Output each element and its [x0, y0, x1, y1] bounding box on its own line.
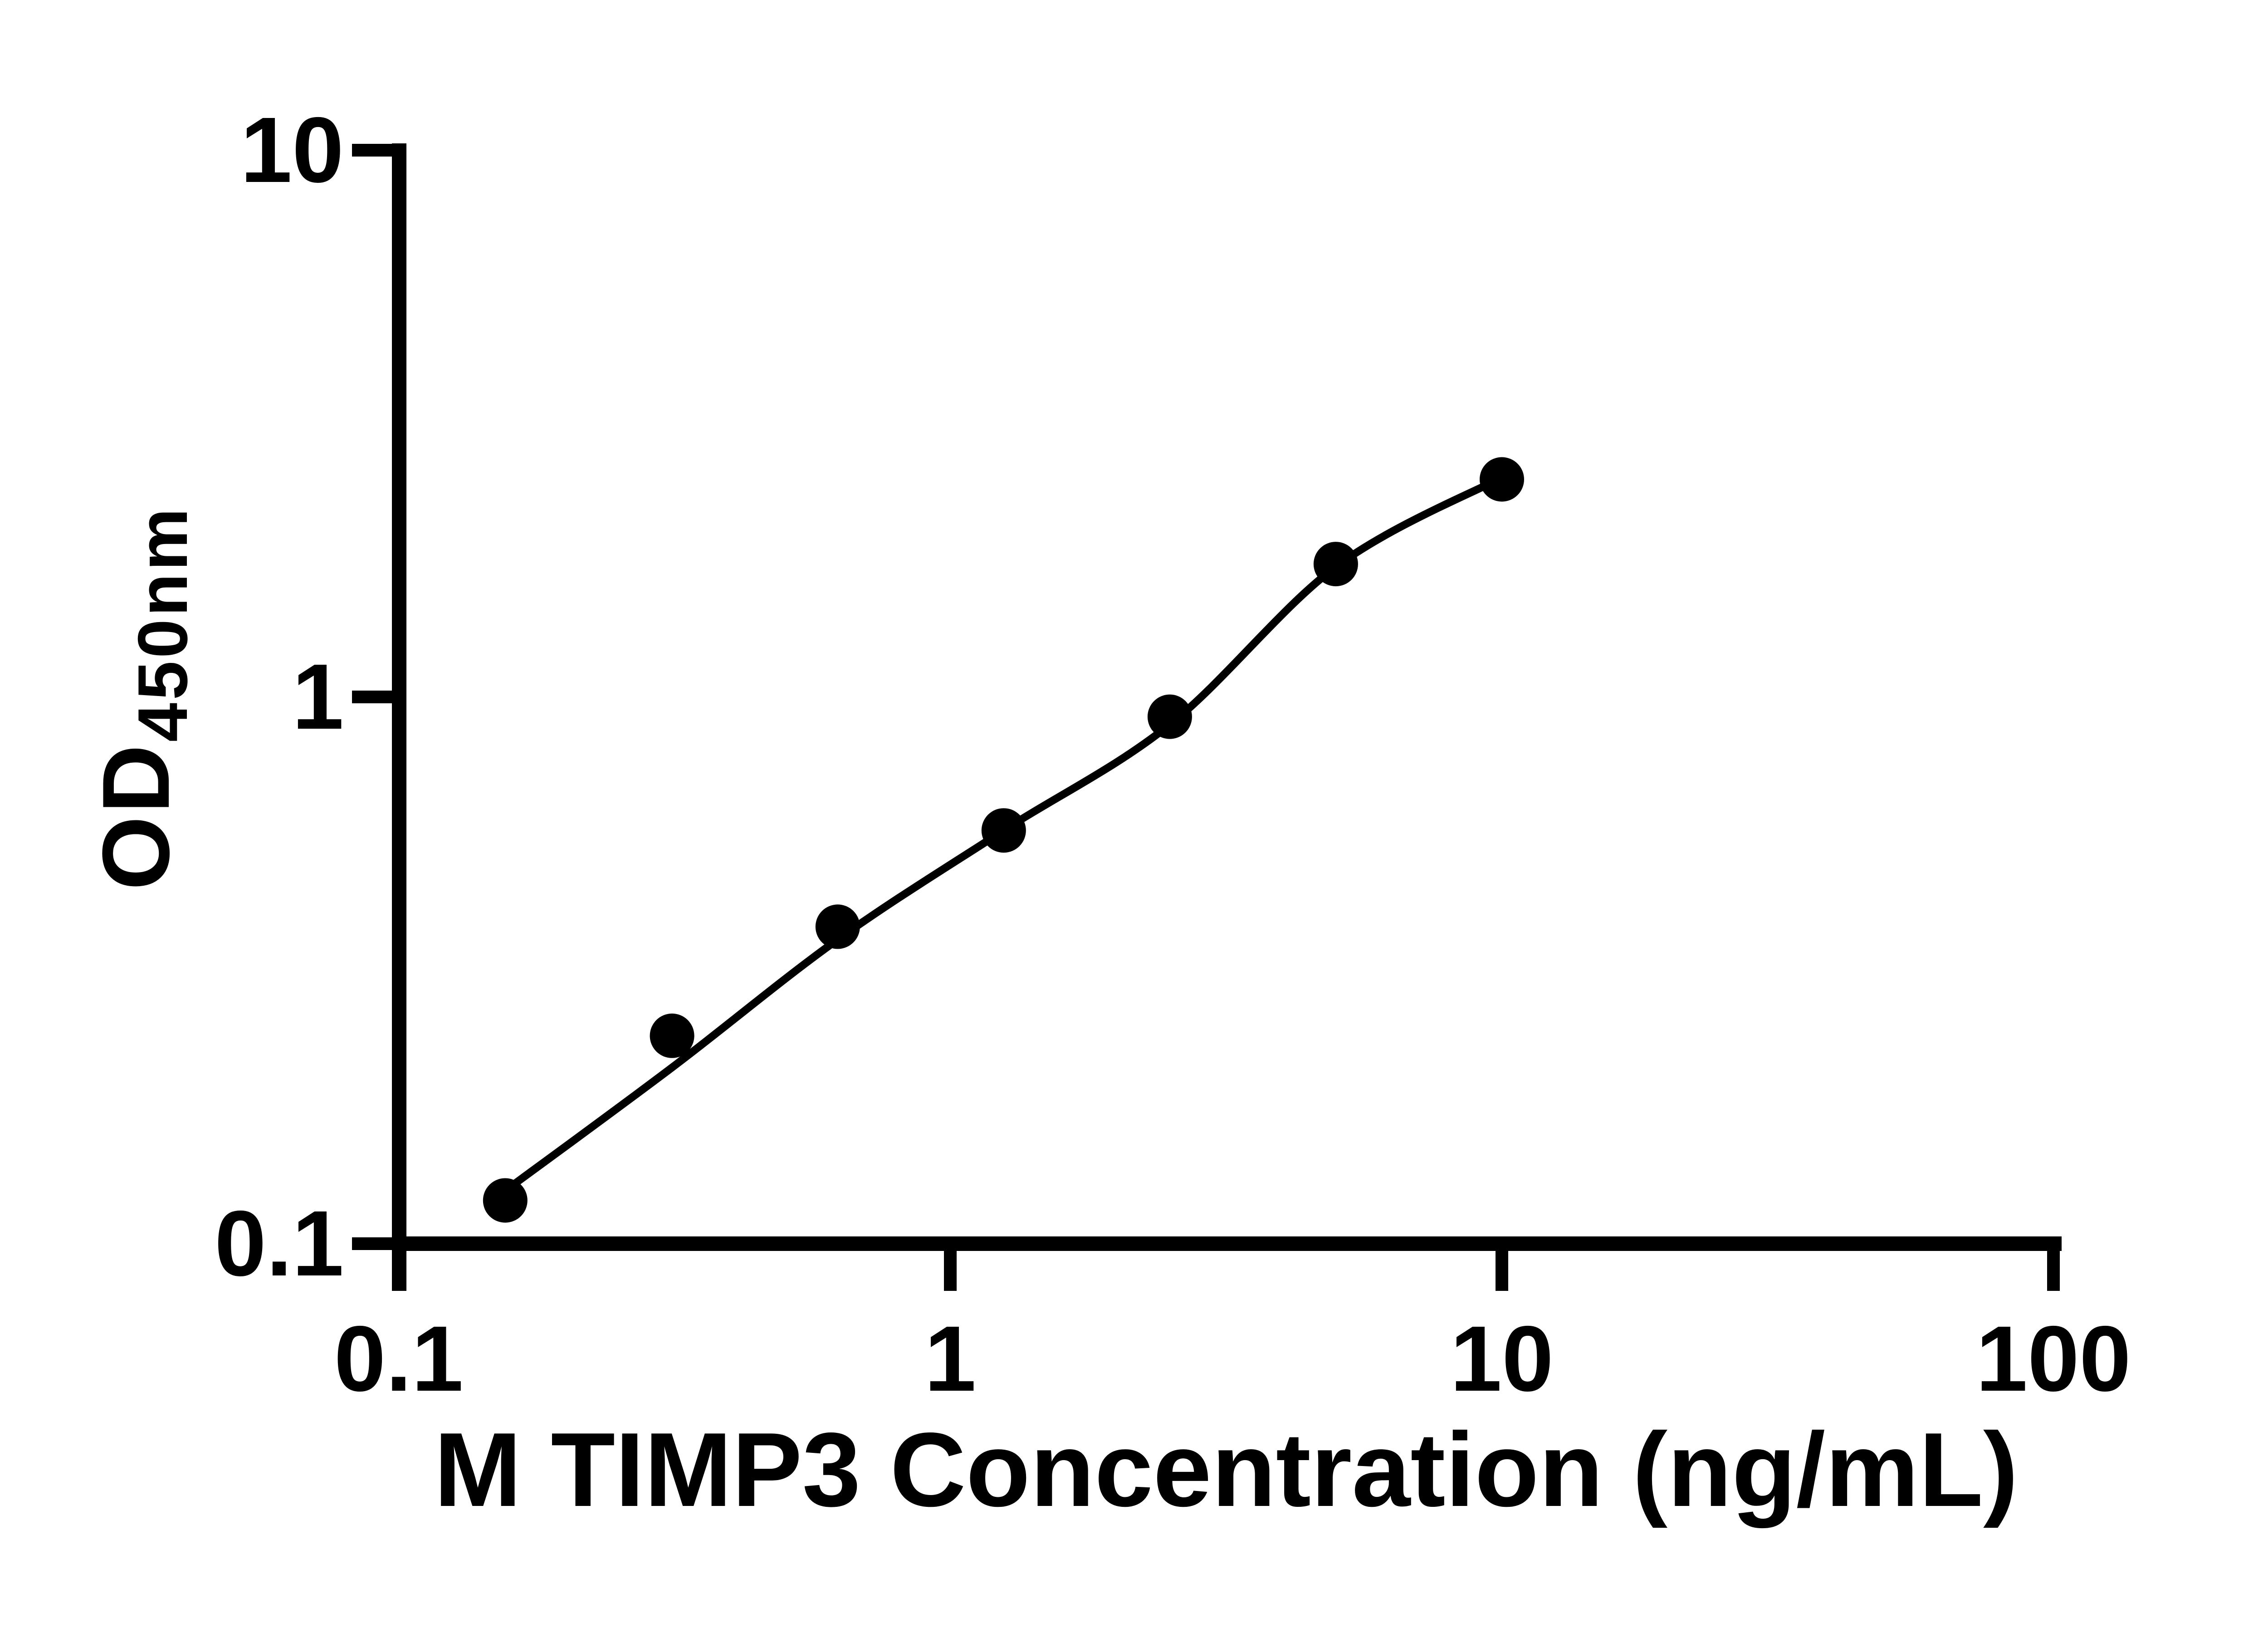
data-point: [1480, 457, 1524, 502]
data-point: [1147, 694, 1192, 739]
data-point: [815, 904, 860, 949]
x-axis-title: M TIMP3 Concentration (ng/mL): [434, 1411, 2019, 1529]
x-tick-mark: [1496, 1251, 1508, 1291]
y-tick-label-1: 1: [292, 645, 344, 749]
y-axis-title: OD450nm: [81, 505, 202, 891]
x-tick-label-10: 10: [1450, 1307, 1554, 1411]
data-point: [1313, 542, 1358, 587]
x-tick-label-1: 1: [924, 1307, 976, 1411]
data-point: [981, 808, 1026, 853]
x-tick-label-0-1: 0.1: [334, 1307, 464, 1411]
x-tick-mark: [392, 1251, 405, 1291]
x-axis-line: [392, 1236, 2062, 1251]
x-tick-label-100: 100: [1975, 1307, 2131, 1411]
y-tick-label-10: 10: [240, 98, 344, 202]
x-tick-mark: [944, 1251, 957, 1291]
y-tick-mark: [352, 144, 392, 157]
y-tick-mark: [352, 1237, 392, 1250]
data-point: [650, 1013, 694, 1058]
y-tick-label-0-1: 0.1: [215, 1192, 344, 1295]
y-axis-title-text: OD: [83, 742, 189, 891]
x-tick-mark: [2047, 1251, 2060, 1291]
y-tick-mark: [352, 691, 392, 703]
data-point: [483, 1178, 528, 1223]
y-axis-line: [392, 143, 406, 1291]
y-axis-title-subscript: 450nm: [123, 505, 202, 742]
